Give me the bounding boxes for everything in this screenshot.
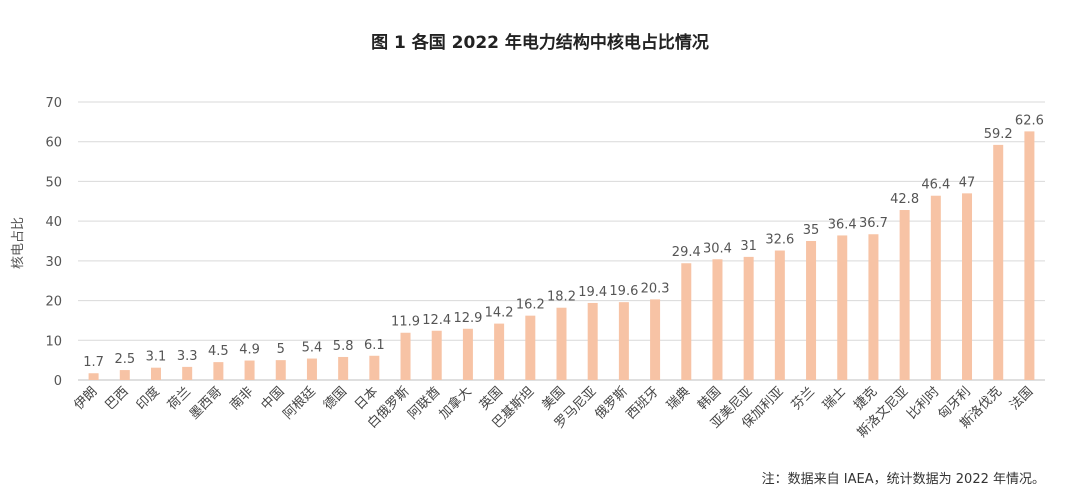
x-tick-label: 瑞士	[820, 384, 849, 413]
y-tick-label: 60	[45, 136, 62, 151]
x-tick-label: 芬兰	[789, 384, 818, 413]
data-label: 47	[959, 175, 976, 190]
data-label: 3.3	[177, 349, 198, 364]
y-tick-label: 30	[45, 255, 62, 270]
bar	[681, 263, 692, 380]
bar	[462, 328, 473, 380]
chart-title: 图 1 各国 2022 年电力结构中核电占比情况	[371, 32, 709, 53]
bars	[88, 131, 1035, 380]
x-tick-label: 伊朗	[71, 384, 100, 413]
data-label: 29.4	[672, 245, 701, 260]
bar	[806, 241, 817, 380]
x-tick-label: 法国	[1007, 384, 1036, 413]
data-label: 1.7	[83, 355, 104, 370]
y-tick-labels: 0 10 20 30 40 50 60 70	[45, 96, 62, 389]
data-label: 31	[740, 239, 757, 254]
bar	[494, 323, 505, 380]
bar	[119, 370, 130, 380]
data-label: 12.4	[422, 313, 451, 328]
x-tick-label: 印度	[133, 384, 163, 414]
bar	[244, 360, 255, 380]
data-label: 20.3	[641, 281, 670, 296]
y-tick-label: 20	[45, 295, 62, 310]
data-label: 36.4	[828, 217, 857, 232]
bar	[774, 250, 785, 380]
y-tick-label: 50	[45, 175, 62, 190]
footnote: 注：数据来自 IAEA，统计数据为 2022 年情况。	[762, 472, 1045, 487]
data-label: 5.4	[302, 341, 323, 356]
bar	[150, 367, 161, 380]
data-label: 2.5	[114, 352, 135, 367]
x-tick-label: 比利时	[904, 384, 942, 422]
data-label: 42.8	[890, 192, 919, 207]
data-label: 4.9	[239, 343, 260, 358]
bar	[525, 315, 536, 380]
bar	[837, 235, 848, 380]
data-label: 11.9	[391, 315, 420, 330]
data-label: 5	[277, 342, 285, 357]
data-label: 12.9	[453, 311, 482, 326]
x-tick-label: 墨西哥	[187, 384, 225, 422]
data-label: 18.2	[547, 290, 576, 305]
x-tick-label: 阿联酋	[405, 384, 444, 423]
y-tick-label: 70	[45, 96, 62, 111]
data-label: 19.4	[578, 285, 607, 300]
data-label: 36.7	[859, 216, 888, 231]
y-tick-label: 0	[54, 374, 62, 389]
data-label: 35	[803, 223, 820, 238]
data-label: 5.8	[333, 339, 354, 354]
bar	[993, 144, 1004, 380]
data-label: 19.6	[609, 284, 638, 299]
bar	[338, 356, 349, 380]
x-tick-label: 巴西	[103, 384, 132, 413]
y-tick-label: 10	[45, 334, 62, 349]
data-label: 3.1	[146, 350, 167, 365]
bar	[868, 234, 879, 380]
bar	[712, 259, 723, 380]
data-label: 30.4	[703, 241, 732, 256]
data-label: 46.4	[921, 178, 950, 193]
bar	[275, 360, 286, 380]
data-label: 14.2	[485, 306, 514, 321]
bar	[182, 366, 193, 380]
grid-lines	[78, 101, 1045, 381]
x-tick-label: 阿根廷	[281, 384, 319, 422]
bar	[369, 355, 380, 380]
data-label: 16.2	[516, 298, 545, 313]
data-labels: 1.7 2.5 3.1 3.3 4.5 4.9 5 5.4 5.8 6.1 11.9 12.4 12.9…	[83, 113, 1044, 370]
y-axis-label: 核电占比	[11, 217, 26, 269]
x-tick-label: 南非	[227, 384, 257, 414]
y-tick-label: 40	[45, 215, 62, 230]
bar	[618, 302, 629, 380]
bar	[1024, 131, 1035, 380]
data-label: 6.1	[364, 338, 385, 353]
bar	[88, 373, 99, 380]
bar	[306, 358, 317, 380]
bar	[556, 307, 567, 380]
bar	[743, 256, 754, 380]
x-tick-label: 瑞典	[664, 384, 693, 413]
x-tick-label: 西班牙	[624, 384, 662, 422]
data-label: 32.6	[765, 233, 794, 248]
x-tick-label: 加拿大	[436, 384, 475, 423]
x-tick-label: 德国	[321, 384, 350, 413]
bar	[587, 302, 598, 380]
bar	[213, 362, 224, 380]
data-label: 62.6	[1015, 113, 1044, 128]
bar	[962, 193, 973, 380]
bar	[400, 332, 411, 380]
data-label: 59.2	[984, 127, 1013, 142]
data-label: 4.5	[208, 344, 229, 359]
x-tick-label: 俄罗斯	[593, 384, 631, 422]
bar	[930, 195, 941, 380]
bar	[650, 299, 661, 380]
bar	[431, 330, 442, 380]
bar	[899, 210, 910, 380]
